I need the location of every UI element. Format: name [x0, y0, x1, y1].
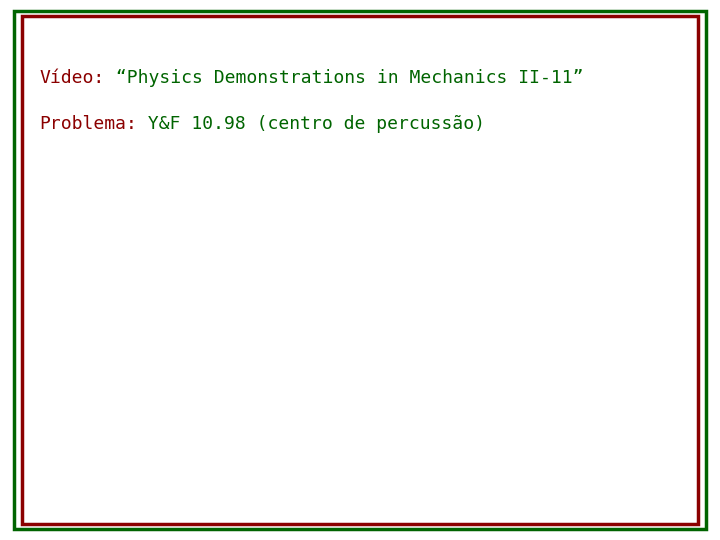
Text: Y&F 10.98 (centro de percussão): Y&F 10.98 (centro de percussão) [138, 115, 485, 133]
Text: “Physics Demonstrations in Mechanics II-11”: “Physics Demonstrations in Mechanics II-… [105, 69, 583, 87]
Text: Problema:: Problema: [40, 115, 138, 133]
Text: Vídeo:: Vídeo: [40, 69, 105, 87]
